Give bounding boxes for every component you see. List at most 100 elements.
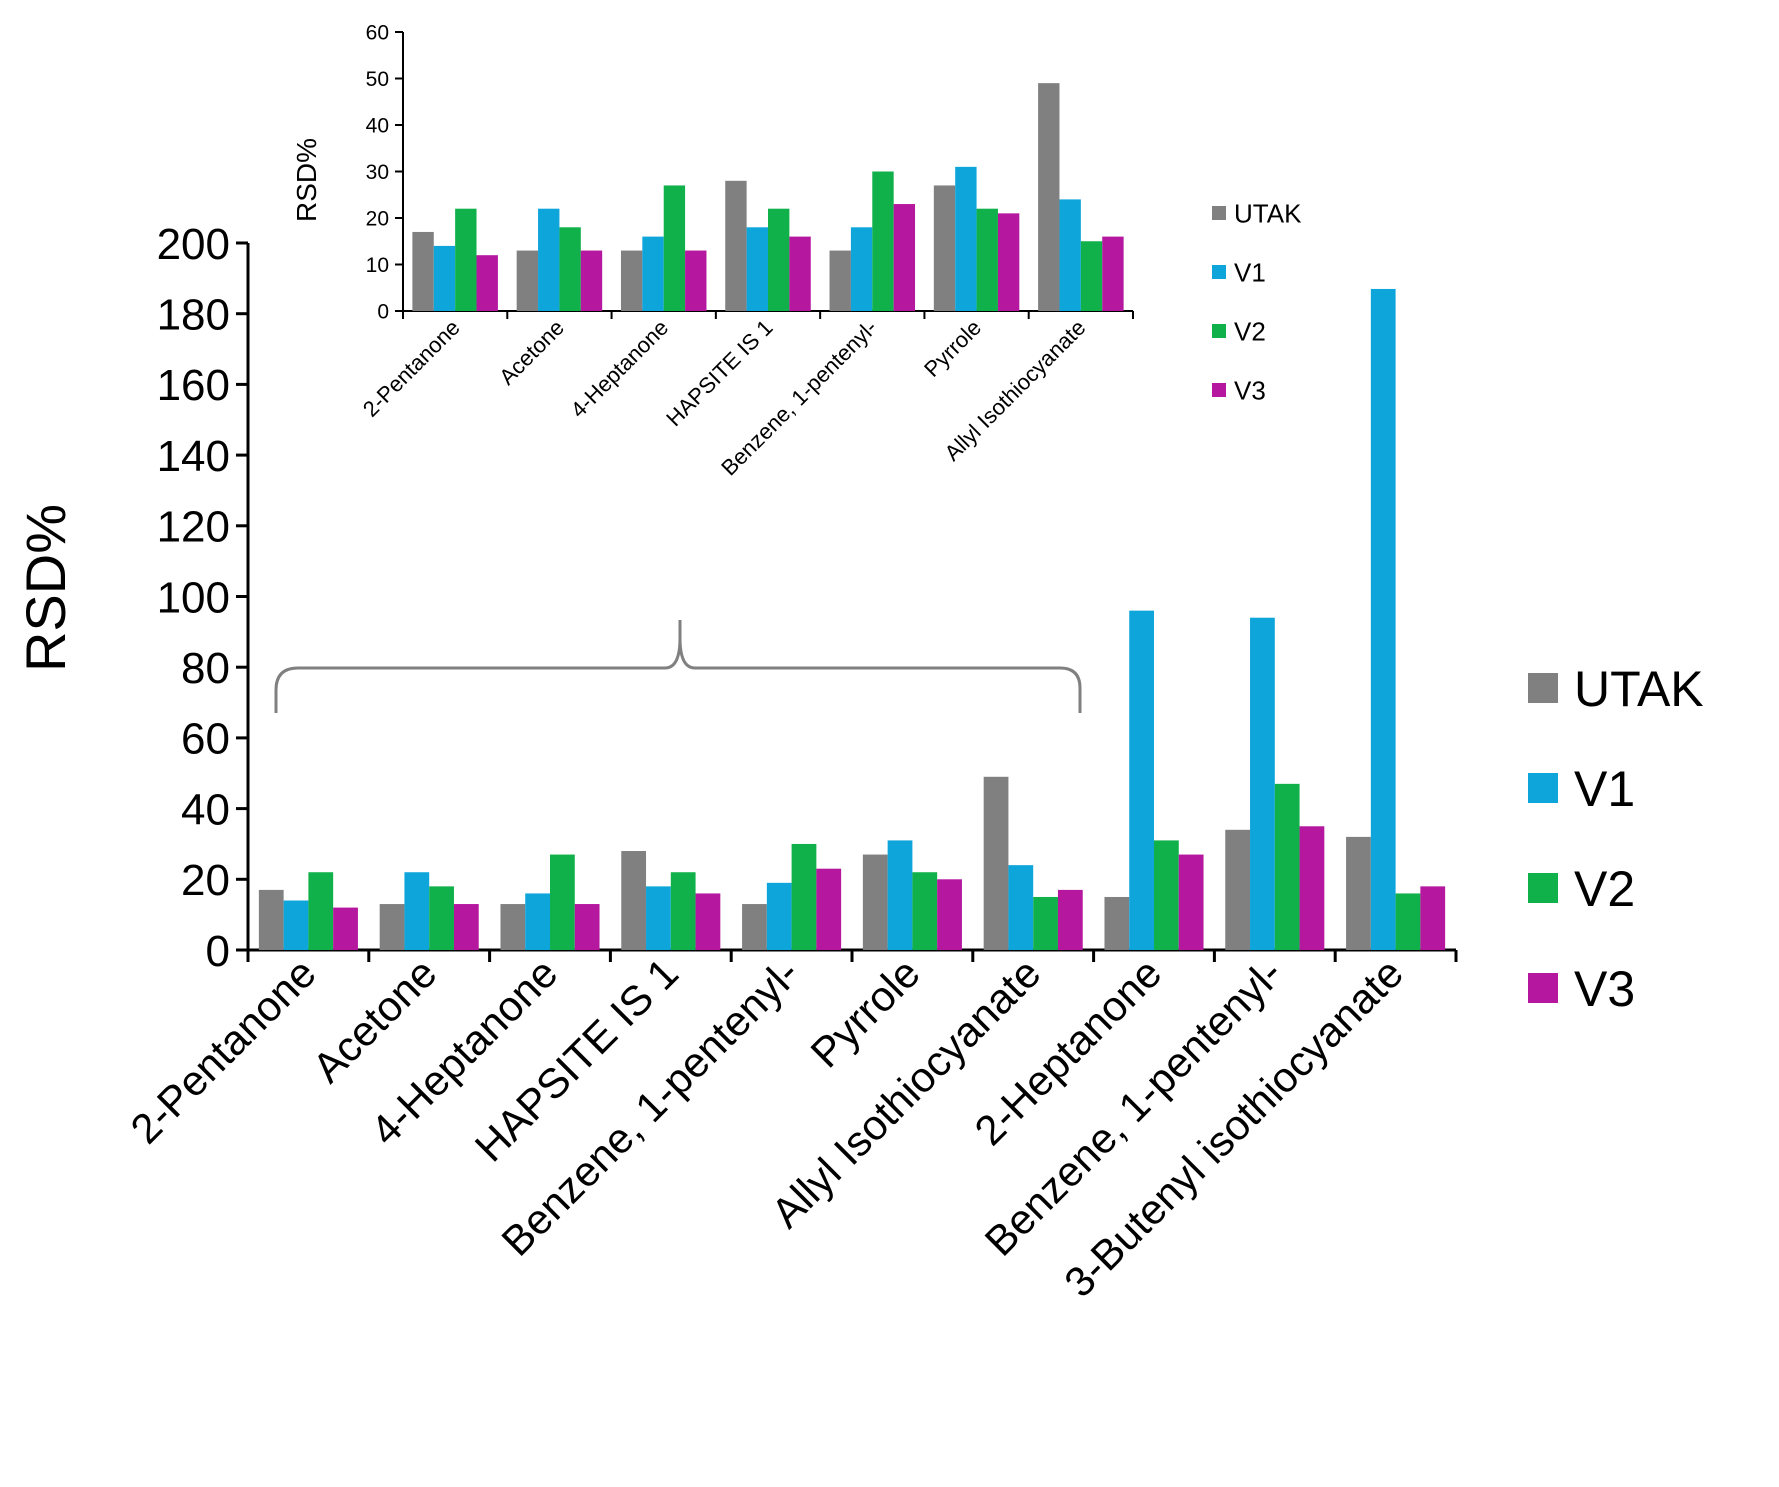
main-bar-v2 <box>791 843 817 950</box>
inset-bar-v1 <box>538 208 560 311</box>
main-bar-utak <box>621 851 647 950</box>
main-legend-label-v1: V1 <box>1574 761 1635 817</box>
inset-bar-utak <box>516 250 539 311</box>
main-bar-v2 <box>1395 893 1421 950</box>
main-legend-swatch-v2 <box>1528 873 1558 903</box>
inset-y-tick-label: 30 <box>366 161 389 184</box>
inset-x-tick-label: 2-Pentanone <box>358 315 465 422</box>
inset-bar-v2 <box>976 208 998 311</box>
inset-bar-v1 <box>850 227 873 311</box>
inset-x-tick-label: HAPSITE IS 1 <box>661 315 777 431</box>
main-bar-v2 <box>429 886 454 950</box>
main-bar-utak <box>258 889 284 950</box>
main-bar-v2 <box>550 854 575 950</box>
inset-y-tick-label: 40 <box>366 115 389 138</box>
inset-bar-v3 <box>476 255 498 311</box>
inset-bar-v3 <box>893 204 916 311</box>
inset-x-tick-label: Pyrrole <box>919 315 986 382</box>
main-bar-v3 <box>1178 854 1204 950</box>
main-bar-v2 <box>308 872 334 950</box>
main-y-tick-label: 160 <box>157 361 230 410</box>
inset-legend-label-v2: V2 <box>1234 316 1266 346</box>
main-legend-label-v3: V3 <box>1574 961 1635 1017</box>
main-y-tick-label: 100 <box>157 573 230 622</box>
main-bar-v1 <box>887 840 913 950</box>
inset-bar-utak <box>412 231 434 311</box>
inset-legend-label-v1: V1 <box>1234 257 1266 287</box>
inset-legend-label-v3: V3 <box>1234 375 1266 405</box>
main-legend-label-utak: UTAK <box>1574 661 1704 717</box>
main-chart: 0204060801001201401601802002-PentanoneAc… <box>14 220 1704 1306</box>
main-y-tick-label: 140 <box>157 432 230 481</box>
main-bar-utak <box>500 904 526 950</box>
inset-y-tick-label: 50 <box>366 68 389 91</box>
inset-legend-swatch-v2 <box>1212 324 1226 338</box>
main-y-axis-title: RSD% <box>14 504 77 672</box>
inset-chart: 0 10 20 30 40 50 60 2-Pentanone Acetone4-Heptano… <box>291 22 1302 481</box>
main-bar-v2 <box>912 872 938 950</box>
main-bar-v1 <box>1250 617 1275 950</box>
main-bar-utak <box>1225 829 1251 950</box>
main-bar-v1 <box>1129 610 1154 950</box>
inset-y-tick-label: 0 <box>377 301 389 324</box>
main-bar-utak <box>1346 836 1371 950</box>
main-bar-v3 <box>333 907 358 950</box>
main-y-tick-label: 180 <box>157 291 230 340</box>
main-y-tick-label: 20 <box>181 856 230 905</box>
inset-bar-v2 <box>455 208 477 311</box>
main-bar-v1 <box>766 882 792 950</box>
main-bar-v1 <box>1008 865 1034 950</box>
inset-x-tick-label: Acetone <box>494 315 569 390</box>
inset-bar-v2 <box>872 171 894 311</box>
main-legend-label-v2: V2 <box>1574 861 1635 917</box>
main-y-tick-label: 0 <box>206 927 230 976</box>
main-bar-v1 <box>525 893 550 950</box>
inset-bar-v1 <box>1059 199 1081 311</box>
main-y-tick-label: 60 <box>181 715 230 764</box>
inset-y-tick-label: 20 <box>366 208 389 231</box>
inset-y-axis-title: RSD% <box>291 138 322 222</box>
main-y-tick-label: 200 <box>157 220 230 269</box>
inset-y-tick-label: 10 <box>366 254 389 277</box>
main-bar-utak <box>1104 896 1130 950</box>
main-bar-v3 <box>574 904 600 950</box>
inset-bar-utak <box>725 180 747 311</box>
inset-bar-v3 <box>580 250 603 311</box>
main-bar-v1 <box>646 886 671 950</box>
inset-x-tick-label: 4-Heptanone <box>566 315 674 423</box>
inset-bar-v1 <box>433 245 456 311</box>
inset-bar-v3 <box>685 250 707 311</box>
inset-bar-v3 <box>789 236 811 311</box>
inset-bar-v1 <box>955 166 977 311</box>
main-bar-v3 <box>1420 886 1446 950</box>
inset-bar-v2 <box>559 227 581 311</box>
inset-bar-v1 <box>746 227 768 311</box>
inset-bar-utak <box>933 185 956 311</box>
main-bar-v3 <box>695 893 721 950</box>
inset-bar-utak <box>1038 83 1060 312</box>
main-bar-v2 <box>1154 840 1179 950</box>
inset-bar-utak <box>829 250 851 311</box>
inset-legend-label-utak: UTAK <box>1234 198 1302 228</box>
main-bar-v2 <box>1274 783 1300 950</box>
main-legend-swatch-utak <box>1528 673 1558 703</box>
inset-bar-v3 <box>1102 236 1124 311</box>
main-bar-v3 <box>816 868 842 950</box>
inset-bar-v2 <box>768 208 790 311</box>
main-bar-utak <box>983 776 1009 950</box>
main-bar-v3 <box>453 904 479 950</box>
main-bar-v3 <box>1057 889 1083 950</box>
main-bar-v1 <box>283 900 309 950</box>
inset-legend-swatch-v3 <box>1212 383 1226 397</box>
main-bar-utak <box>379 904 405 950</box>
inset-legend-swatch-utak <box>1212 206 1226 220</box>
main-bar-utak <box>862 854 888 950</box>
main-bar-utak <box>742 904 767 950</box>
inset-bar-v1 <box>642 236 664 311</box>
main-legend-swatch-v1 <box>1528 773 1558 803</box>
main-bar-v1 <box>404 872 430 950</box>
main-y-tick-label: 40 <box>181 785 230 834</box>
inset-bar-v3 <box>997 213 1020 311</box>
main-bar-v3 <box>937 879 962 950</box>
